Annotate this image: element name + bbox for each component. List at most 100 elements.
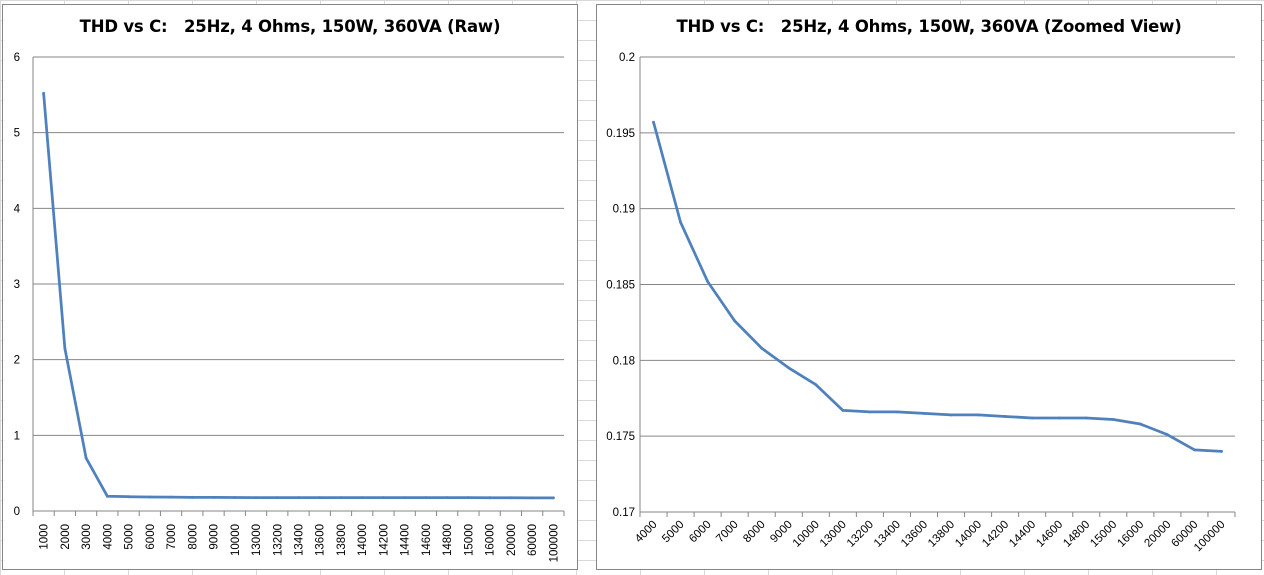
- x-tick-label: 14200: [378, 524, 390, 556]
- x-tick-label: 2000: [60, 524, 72, 550]
- x-tick-label: 13000: [251, 524, 263, 556]
- x-tick-label: 60000: [527, 524, 539, 556]
- data-point: [318, 496, 322, 500]
- data-point: [760, 346, 764, 350]
- data-point: [1003, 415, 1007, 418]
- x-tick-label: 14600: [1034, 519, 1065, 550]
- data-point: [814, 383, 818, 386]
- data-point: [530, 496, 534, 500]
- chart-raw[interactable]: THD vs C: 25Hz, 4 Ohms, 150W, 360VA (Raw…: [2, 4, 578, 570]
- data-point: [1084, 416, 1088, 420]
- data-point: [652, 120, 655, 124]
- y-tick-label: 1: [14, 430, 20, 442]
- data-point: [1111, 418, 1115, 421]
- x-tick-label: 13000: [818, 519, 849, 550]
- data-point: [679, 220, 682, 224]
- y-tick-label: 0.195: [606, 128, 635, 140]
- x-tick-label: 20000: [506, 524, 518, 556]
- x-tick-label: 6000: [687, 519, 714, 546]
- data-point: [488, 496, 492, 500]
- y-tick-label: 0.17: [613, 507, 635, 519]
- x-tick-label: 15000: [463, 524, 475, 556]
- x-tick-label: 8000: [741, 519, 768, 546]
- data-point: [127, 495, 130, 499]
- plot-area-raw: 0 1 2 3 4 5 6 1000 2000 3000 4000 5000 6000 7000 8000 9…: [14, 52, 565, 562]
- data-point: [787, 366, 791, 370]
- x-tick-label: 8000: [187, 524, 199, 550]
- series-line: [42, 91, 555, 500]
- data-point: [706, 280, 710, 283]
- y-tick-label: 0.18: [613, 355, 635, 367]
- x-tick-label: 14400: [1007, 519, 1038, 550]
- x-tick-label: 7000: [714, 519, 741, 546]
- chart-title: THD vs C: 25Hz, 4 Ohms, 150W, 360VA (Raw…: [79, 17, 501, 36]
- data-point: [509, 496, 513, 500]
- x-tick-label: 13800: [336, 524, 348, 556]
- data-point: [42, 91, 46, 95]
- data-point: [1057, 416, 1061, 420]
- x-tick-label: 14000: [953, 519, 984, 550]
- data-point: [212, 496, 215, 499]
- data-point: [403, 496, 407, 500]
- x-tick-label: 13400: [872, 519, 903, 550]
- x-tick-label: 14200: [980, 519, 1011, 550]
- data-point: [895, 410, 899, 414]
- x-tick-label: 13600: [315, 524, 327, 556]
- data-point: [551, 496, 555, 500]
- chart-zoomed[interactable]: THD vs C: 25Hz, 4 Ohms, 150W, 360VA (Zoo…: [596, 4, 1262, 570]
- series-line: [652, 120, 1223, 453]
- y-tick-label: 0: [14, 506, 20, 518]
- data-point: [148, 495, 152, 499]
- x-tick-label: 4000: [633, 519, 660, 546]
- y-tick-label: 6: [14, 52, 20, 64]
- data-point: [445, 496, 449, 500]
- y-tick-label: 2: [14, 355, 20, 367]
- x-tick-label: 14800: [1061, 519, 1092, 550]
- y-tick-label: 0.185: [606, 280, 635, 292]
- data-point: [424, 496, 428, 500]
- x-tick-label: 13400: [294, 524, 306, 556]
- data-point: [105, 494, 109, 498]
- x-tick-label: 16000: [485, 524, 497, 556]
- data-point: [339, 496, 343, 500]
- data-point: [63, 346, 67, 350]
- data-point: [233, 496, 237, 499]
- x-tick-label: 13200: [845, 519, 876, 550]
- data-point: [467, 496, 470, 500]
- data-point: [733, 319, 737, 323]
- x-tick-label: 3000: [81, 524, 93, 550]
- data-point: [190, 495, 194, 499]
- x-tick-label: 13200: [272, 524, 284, 556]
- data-point: [169, 495, 173, 499]
- data-point: [868, 410, 872, 414]
- x-tick-label: 9000: [209, 524, 221, 550]
- y-tick-label: 0.2: [619, 52, 635, 64]
- x-tick-label: 5000: [124, 524, 136, 550]
- data-point: [254, 496, 258, 500]
- x-tick-label: 7000: [166, 524, 178, 550]
- y-tick-label: 5: [14, 128, 20, 140]
- x-tick-label: 20000: [1142, 519, 1173, 550]
- y-tick-label: 3: [14, 279, 20, 291]
- y-tick-label: 0.175: [606, 431, 635, 443]
- x-tick-label: 13800: [926, 519, 957, 550]
- data-point: [1030, 416, 1034, 420]
- x-tick-label: 10000: [230, 524, 242, 556]
- x-tick-label: 14000: [357, 524, 369, 556]
- x-tick-label: 5000: [660, 519, 687, 546]
- data-point: [84, 456, 88, 460]
- x-tick-label: 14600: [421, 524, 433, 556]
- data-point: [1165, 433, 1169, 437]
- y-tick-label: 4: [14, 203, 21, 215]
- data-point: [275, 496, 279, 500]
- data-point: [382, 496, 385, 500]
- data-point: [1193, 448, 1196, 452]
- chart-title: THD vs C: 25Hz, 4 Ohms, 150W, 360VA (Zoo…: [676, 17, 1182, 36]
- data-point: [297, 496, 300, 500]
- x-tick-label: 14400: [400, 524, 412, 556]
- x-tick-label: 15000: [1088, 519, 1119, 550]
- data-point: [841, 408, 845, 412]
- x-tick-label: 100000: [548, 524, 560, 562]
- x-tick-label: 10000: [791, 519, 822, 550]
- data-point: [1220, 449, 1223, 453]
